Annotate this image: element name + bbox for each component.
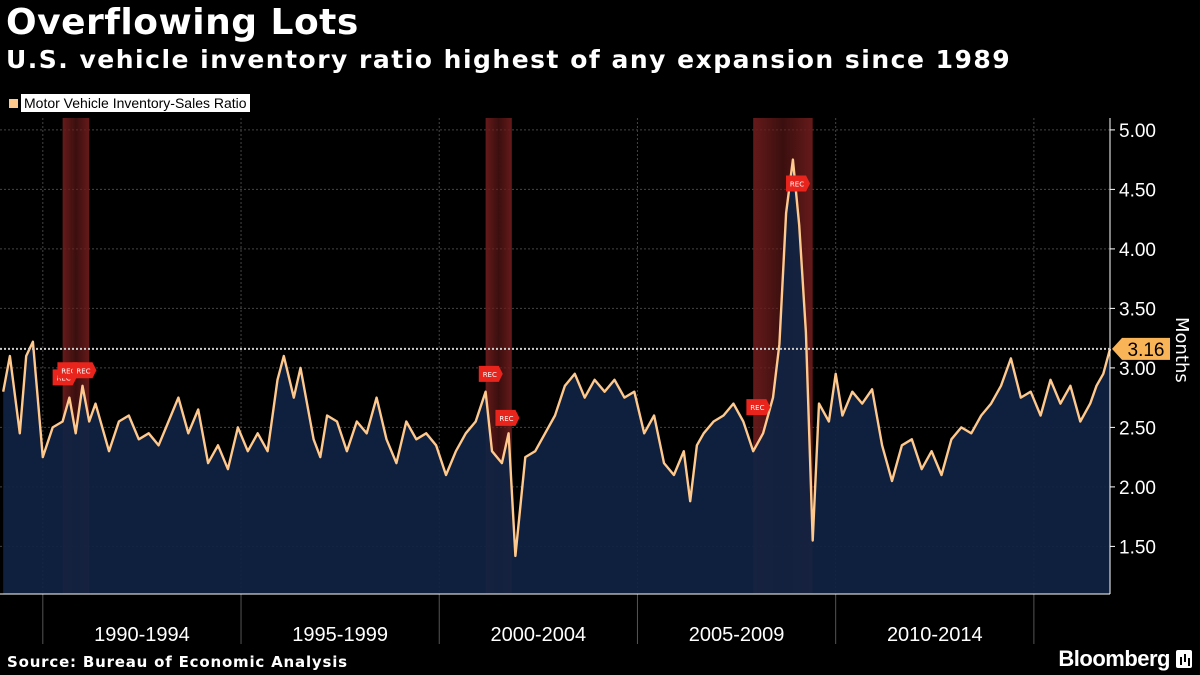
- recession-marker: REC: [495, 409, 520, 426]
- recession-marker-label: REC: [790, 180, 804, 188]
- x-tick-label: 2005-2009: [689, 624, 785, 646]
- y-tick-label: 4.50: [1119, 180, 1156, 201]
- recession-marker-shape: [478, 365, 503, 382]
- y-tick-label: 5.00: [1119, 121, 1156, 142]
- series-line: [2, 158, 1112, 558]
- recession-marker-shape: [72, 362, 97, 379]
- last-value-label: 3.16: [1128, 340, 1165, 361]
- y-tick-label: 1.50: [1119, 537, 1156, 558]
- recession-marker-shape: [495, 409, 520, 426]
- recession-marker-label: REC: [61, 367, 75, 375]
- recession-marker-label: REC: [57, 374, 71, 382]
- x-tick-label: 1990-1994: [94, 624, 190, 646]
- bloomberg-terminal-icon: [1176, 650, 1192, 668]
- recession-marker: REC: [478, 365, 503, 382]
- axes: 5.00 4.50 4.00 3.50 3.00 2.50 2.00 1.50 1990-199…: [0, 118, 1170, 646]
- x-tick-label: 1995-1999: [292, 624, 388, 646]
- series-line-path: [2, 158, 1112, 558]
- y-tick-label: 2.50: [1119, 418, 1156, 439]
- recession-marker-shape: [786, 175, 811, 192]
- area-fill: [3, 159, 1111, 594]
- area-path: [3, 159, 1111, 594]
- recession-marker-label: REC: [750, 404, 764, 412]
- legend: Motor Vehicle Inventory-Sales Ratio: [9, 92, 250, 114]
- y-tick-label: 4.00: [1119, 240, 1156, 261]
- y-tick-label: 2.00: [1119, 478, 1156, 499]
- chart-title: Overflowing Lots: [6, 2, 359, 43]
- last-value-tag: [1112, 337, 1170, 360]
- bloomberg-logo: Bloomberg: [1058, 646, 1170, 671]
- recession-marker: REC: [72, 362, 97, 379]
- x-tick-label: 2010-2014: [887, 624, 983, 646]
- source-note: Source: Bureau of Economic Analysis: [7, 653, 348, 671]
- recession-marker-label: REC: [483, 371, 497, 379]
- x-tick-label: 2000-2004: [491, 624, 587, 646]
- y-axis-label: Months: [1171, 317, 1192, 383]
- recession-marker-label: REC: [499, 415, 513, 423]
- recession-marker: REC: [786, 175, 811, 192]
- recession-marker-shape: [746, 399, 771, 416]
- recession-marker-label: REC: [76, 367, 90, 375]
- y-tick-label: 3.00: [1119, 359, 1156, 380]
- legend-swatch: [9, 98, 18, 108]
- chart-subtitle: U.S. vehicle inventory ratio highest of …: [6, 45, 1012, 74]
- recession-marker: REC: [746, 399, 771, 416]
- y-tick-label: 3.50: [1119, 299, 1156, 320]
- legend-label: Motor Vehicle Inventory-Sales Ratio: [21, 94, 250, 112]
